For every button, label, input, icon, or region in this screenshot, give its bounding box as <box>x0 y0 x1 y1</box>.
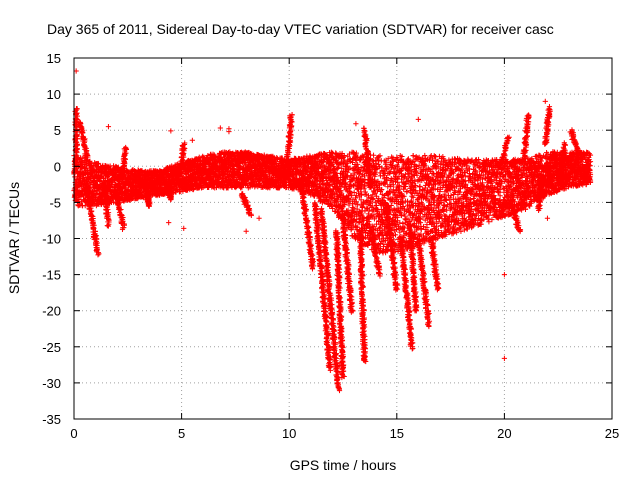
band-point <box>95 161 102 167</box>
data-points <box>71 68 594 394</box>
chart-title: Day 365 of 2011, Sidereal Day-to-day VTE… <box>47 21 554 37</box>
band-point <box>370 152 377 158</box>
band-point <box>417 183 423 189</box>
